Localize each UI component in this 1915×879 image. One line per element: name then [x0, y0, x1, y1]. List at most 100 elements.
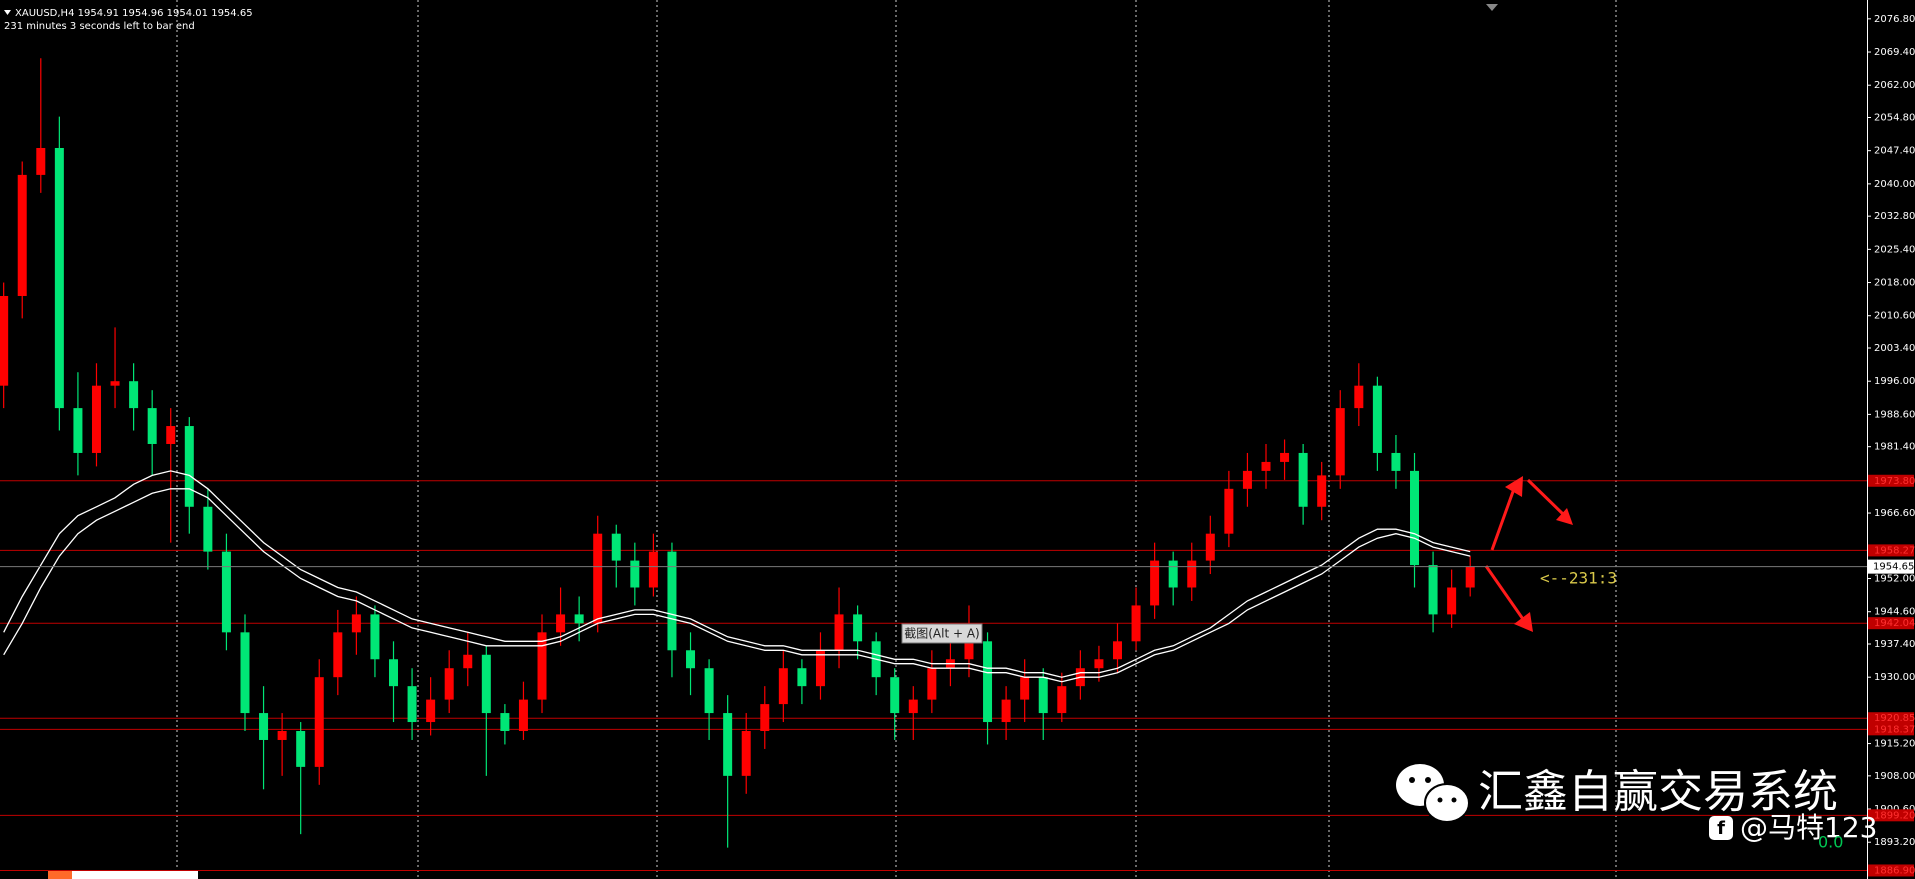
levels [0, 480, 1867, 871]
candle-body [370, 614, 380, 660]
candle-body [463, 654, 473, 669]
wechat-logo [1396, 764, 1470, 823]
candle-body [277, 731, 287, 740]
candle-body [778, 668, 788, 705]
candle-body [54, 147, 64, 409]
candle-body [1242, 470, 1252, 489]
arrow [1526, 478, 1567, 518]
candle-body [17, 174, 27, 296]
level-tag [1868, 712, 1914, 725]
arrowhead [1514, 612, 1533, 632]
level-tag [1868, 809, 1914, 822]
y-tick-label: 2047.40 [1874, 146, 1915, 157]
candle-body [147, 408, 157, 444]
arrowhead [1505, 476, 1523, 497]
candle-body [1298, 452, 1308, 507]
chart-title: XAUUSD,H4 1954.91 1954.96 1954.01 1954.6… [15, 8, 253, 19]
candle-body [91, 385, 101, 453]
y-tick-label: 2018.00 [1874, 278, 1915, 289]
candle-body [500, 713, 510, 732]
candle-body [259, 713, 269, 740]
bottom-tab [48, 871, 198, 879]
candle-body [1131, 605, 1141, 642]
candle-body [203, 506, 213, 552]
candle-body [1410, 470, 1420, 566]
tooltip: 截图(Alt + A) [904, 627, 980, 641]
candle-body [129, 381, 139, 409]
arrows [1484, 476, 1573, 632]
y-tick-label: 1966.60 [1874, 508, 1915, 519]
candle-body [444, 668, 454, 700]
candle-body [1317, 475, 1327, 507]
candle-body [73, 408, 83, 453]
y-tick-label: 2076.80 [1874, 14, 1915, 25]
candle-body [1168, 560, 1178, 588]
candle-body [1261, 461, 1271, 471]
countdown: 231 minutes 3 seconds left to bar end [4, 21, 195, 32]
candle-body [314, 677, 324, 767]
candle-body [667, 551, 677, 651]
candle-body [1057, 686, 1067, 714]
candle-body [1020, 677, 1030, 700]
y-tick-label: 2003.40 [1874, 343, 1915, 354]
candle-body [686, 650, 696, 669]
candle-body [556, 614, 566, 633]
y-tick-label: 2040.00 [1874, 179, 1915, 190]
candle-body [797, 668, 807, 687]
y-tick-label: 1908.00 [1874, 771, 1915, 782]
candle-body [518, 699, 528, 732]
candle-body [908, 699, 918, 714]
y-tick-label: 1944.60 [1874, 607, 1915, 618]
handle-logo [1709, 816, 1733, 840]
candle-body [1224, 488, 1234, 534]
candle-body [1038, 677, 1048, 714]
candle-body [1205, 533, 1215, 561]
y-tick-label: 1915.20 [1874, 739, 1915, 750]
moving-averages [3, 470, 1471, 683]
level-label: 1918.37 [1874, 724, 1915, 735]
candle-body [741, 731, 751, 776]
y-tick-label: 1952.00 [1874, 574, 1915, 585]
candle-body [481, 654, 491, 714]
candle-body [1428, 565, 1438, 615]
candle-body [36, 147, 46, 175]
moving-average [3, 488, 1471, 683]
candle-body [815, 650, 825, 687]
level-tag [1868, 864, 1914, 877]
level-tag [1868, 474, 1914, 487]
level-tag [1868, 544, 1914, 557]
y-tick-label: 1996.00 [1874, 376, 1915, 387]
arrow [1484, 565, 1527, 623]
handle: @马特123 [1740, 811, 1877, 844]
candle-body [333, 632, 343, 678]
candle-body [890, 677, 900, 714]
level-label: 1973.80 [1874, 476, 1915, 487]
watermark: 汇鑫自赢交易系统 [1478, 765, 1838, 818]
candle-body [1280, 452, 1290, 462]
level-tag [1868, 723, 1914, 736]
candle-body [648, 551, 658, 588]
bottom-tab-icon [48, 871, 72, 879]
candle-body [1354, 385, 1364, 409]
candle-body [537, 632, 547, 700]
moving-average [3, 470, 1471, 678]
candle-body [1150, 560, 1160, 606]
dot [1409, 777, 1415, 783]
level-label: 1899.20 [1874, 810, 1915, 821]
candle-body [407, 686, 417, 723]
arrow-note: <--231:3 [1540, 569, 1617, 588]
arrowhead [1556, 508, 1573, 525]
candle-body [1447, 587, 1457, 615]
level-label: 1958.27 [1874, 545, 1915, 556]
candle-body [184, 426, 194, 507]
candle-body [983, 641, 993, 723]
shift-marker [1486, 4, 1498, 11]
candle-body [1391, 452, 1401, 471]
candle-body [0, 295, 9, 386]
y-tick-label: 1937.40 [1874, 639, 1915, 650]
corner-value: 0.0 [1818, 833, 1843, 852]
candle-body [426, 699, 436, 723]
